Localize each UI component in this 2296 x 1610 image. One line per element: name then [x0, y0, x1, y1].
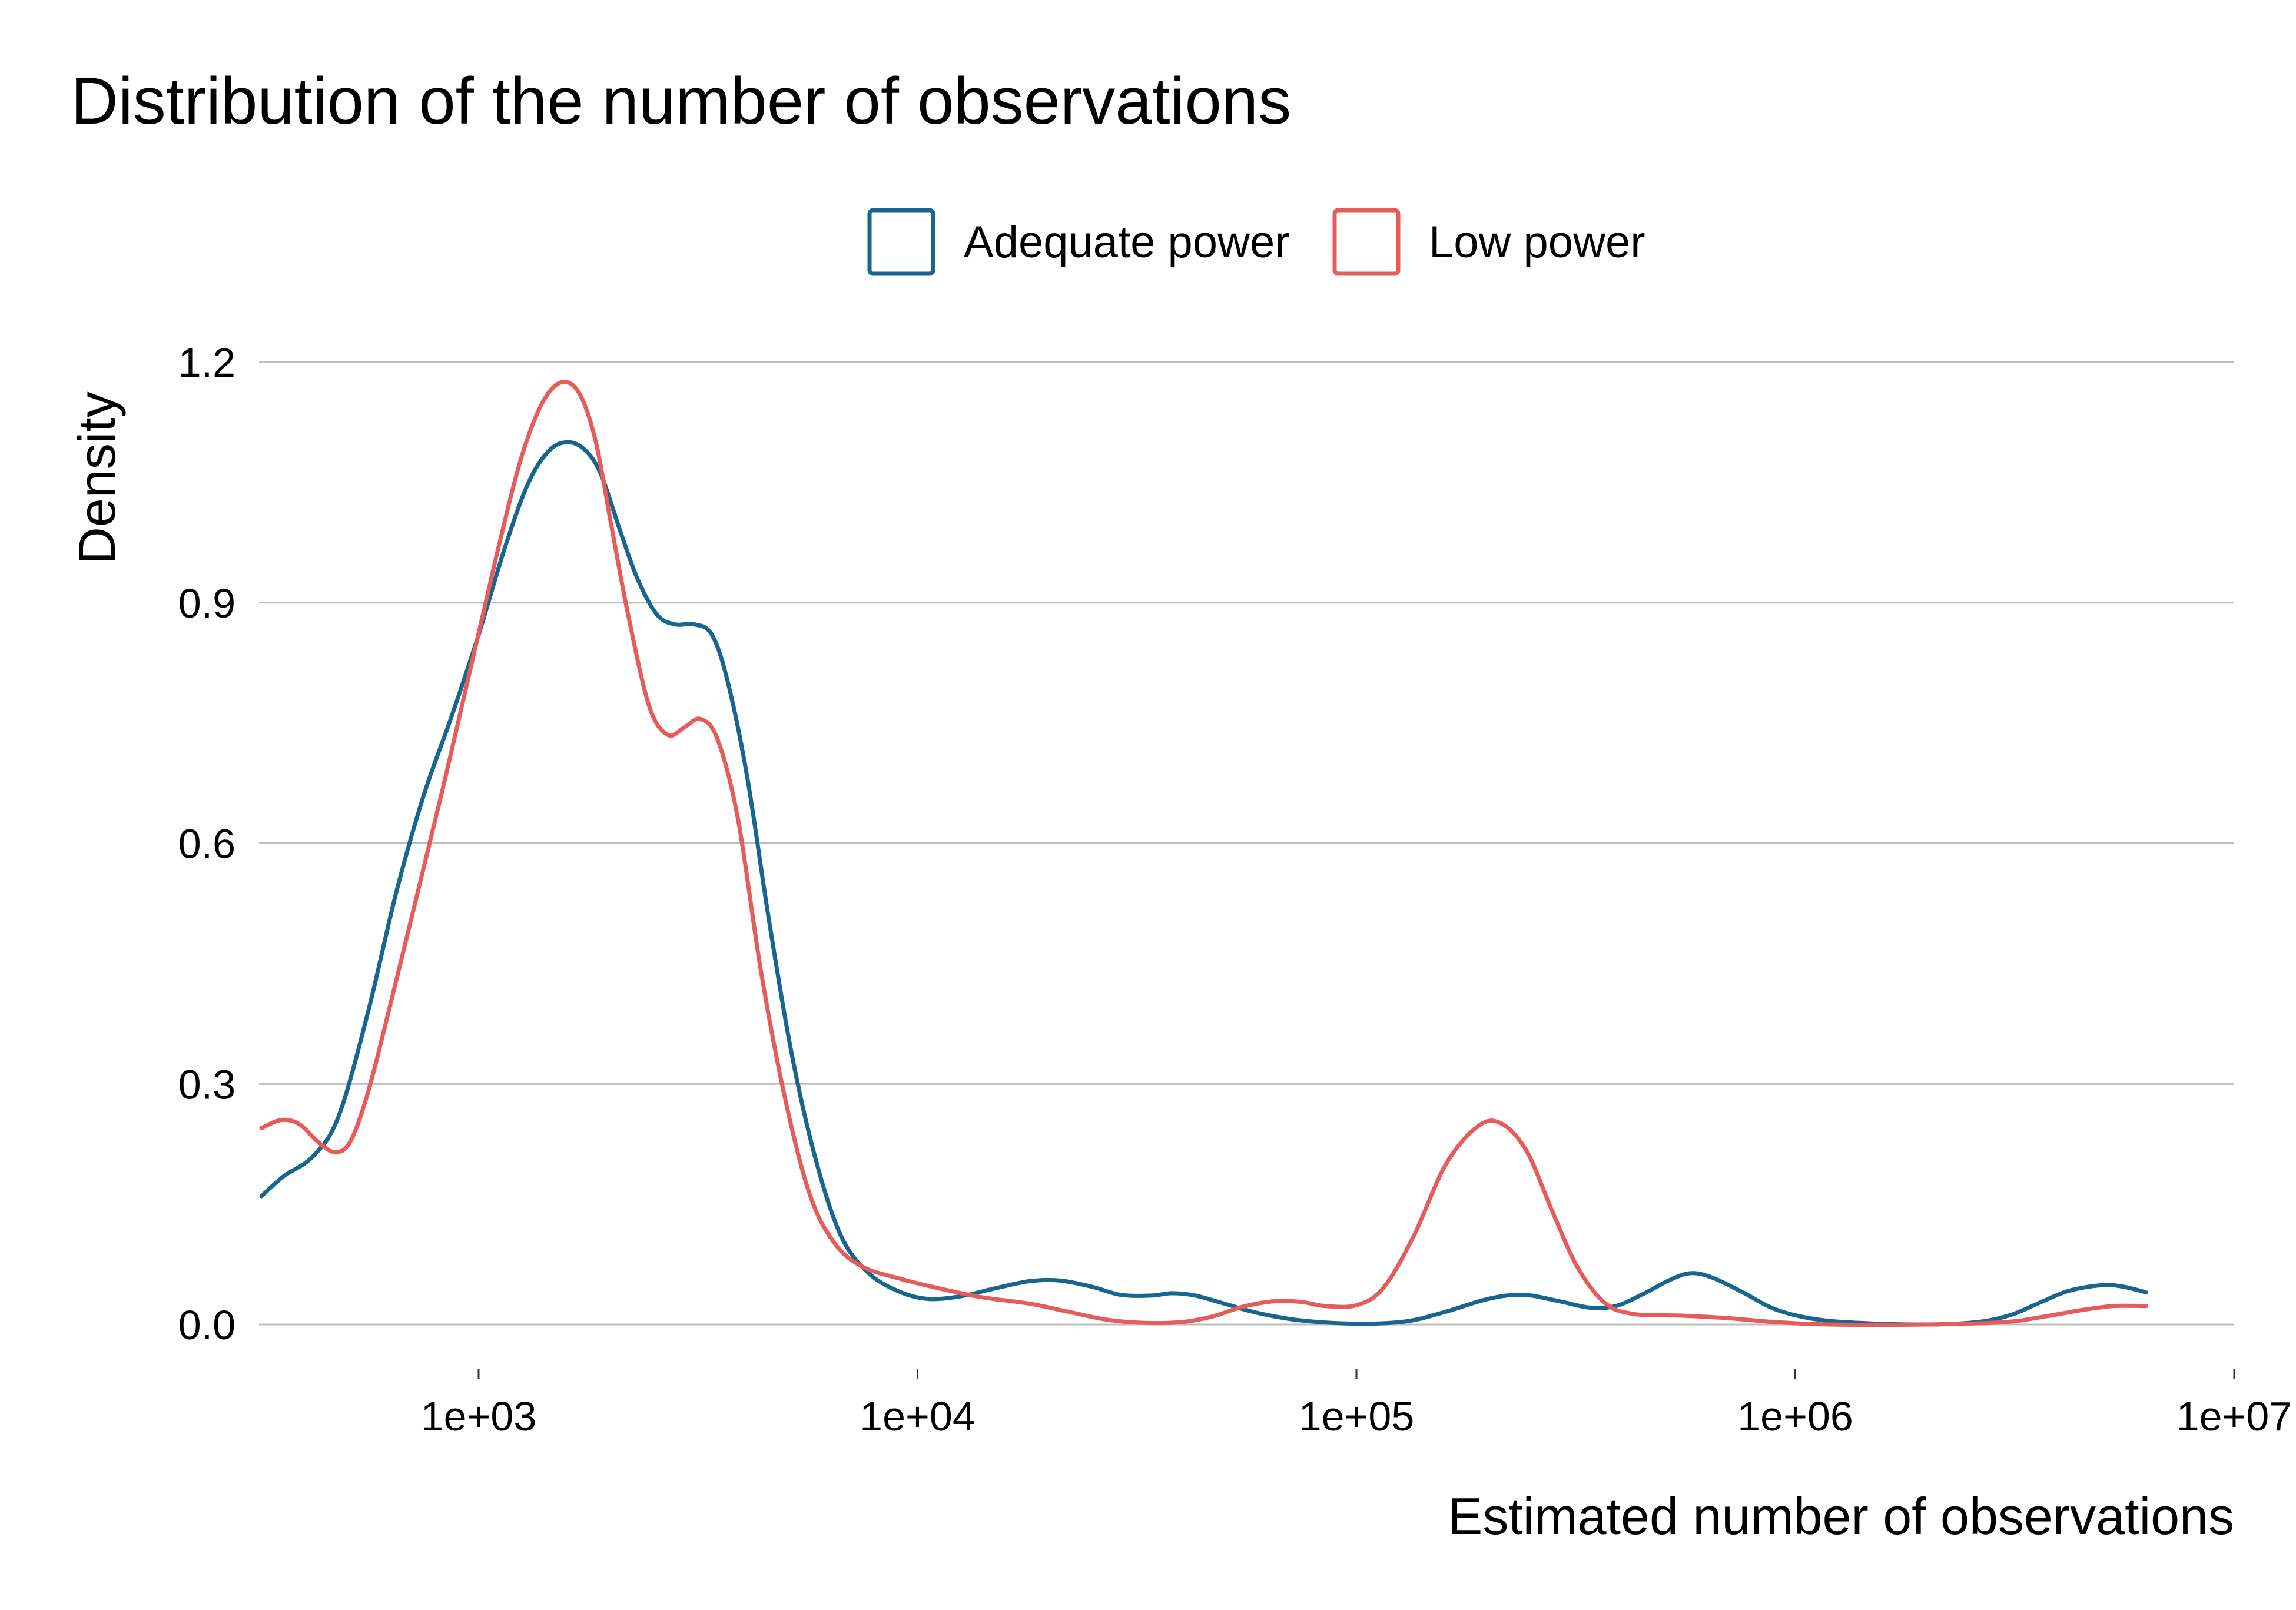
series-lines — [259, 380, 2148, 1327]
y-axis-ticks: 0.0 0.3 0.6 0.9 1.2 — [178, 340, 235, 1348]
gridlines — [259, 361, 2234, 1326]
x-axis-title: Estimated number of observations — [1448, 1487, 2234, 1545]
legend-label: Low power — [1429, 217, 1645, 267]
x-tick-label: 1e+07 — [2176, 1393, 2292, 1439]
legend: Adequate power Low power — [867, 208, 1645, 276]
y-tick-label: 0.6 — [178, 821, 235, 867]
y-tick-label: 0.9 — [178, 580, 235, 626]
chart-title: Distribution of the number of observatio… — [71, 64, 1291, 138]
y-tick-label: 1.2 — [178, 340, 235, 386]
legend-label: Adequate power — [964, 217, 1290, 267]
y-tick-label: 0.0 — [178, 1302, 235, 1348]
x-tick-label: 1e+06 — [1737, 1393, 1853, 1439]
legend-key-adequate-power — [867, 208, 935, 276]
legend-key-low-power — [1332, 208, 1401, 276]
series-line-low-power — [259, 380, 2148, 1327]
series-line-adequate-power — [259, 440, 2148, 1327]
y-tick-label: 0.3 — [178, 1061, 235, 1107]
x-tick-label: 1e+05 — [1299, 1393, 1415, 1439]
y-axis-title: Density — [68, 391, 126, 564]
x-tick-label: 1e+03 — [421, 1393, 537, 1439]
x-axis-ticks: 1e+03 1e+04 1e+05 1e+06 1e+07 — [421, 1369, 2292, 1439]
x-tick-label: 1e+04 — [860, 1393, 976, 1439]
